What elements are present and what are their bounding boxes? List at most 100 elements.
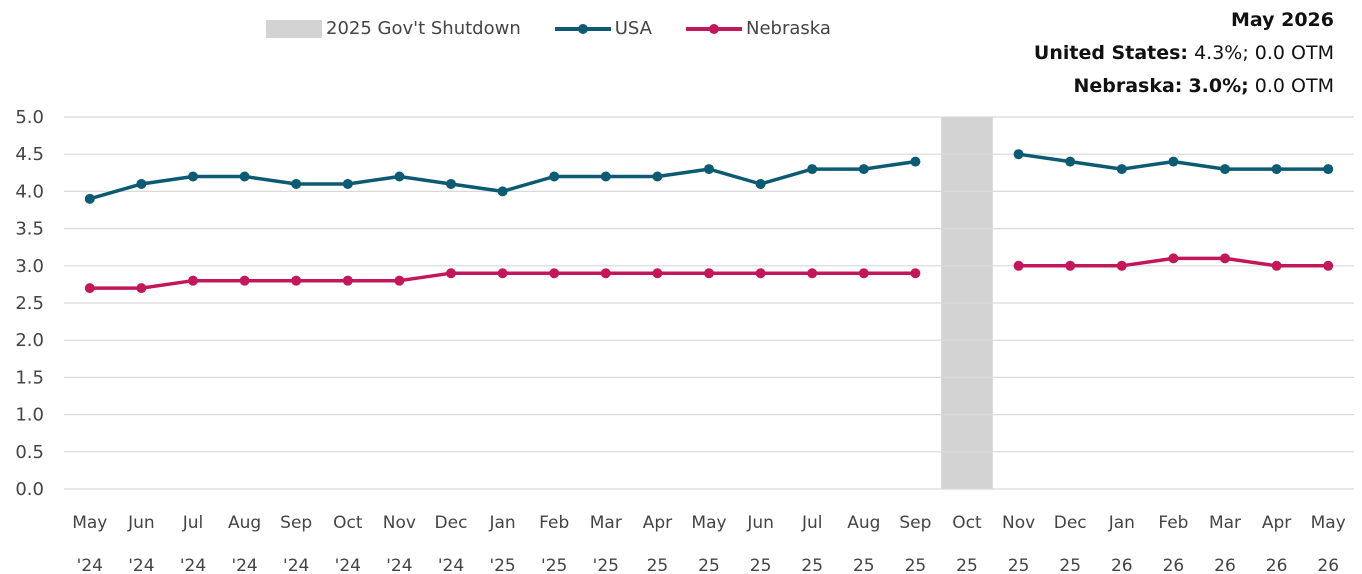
nebraska-point (1168, 253, 1179, 264)
summary-ne-value-rest: 0.0 OTM (1254, 75, 1334, 97)
nebraska-point (1116, 260, 1127, 271)
usa-point (239, 171, 250, 182)
nebraska-point (394, 275, 405, 286)
usa-point (1065, 156, 1076, 167)
x-tick-month: Feb (539, 513, 569, 533)
usa-point (910, 156, 921, 167)
nebraska-point (910, 268, 921, 279)
summary-ne-line: Nebraska: 3.0%; 0.0 OTM (1034, 70, 1334, 103)
y-tick-label: 1.5 (15, 367, 44, 388)
x-tick-year: 26 (1214, 556, 1236, 574)
x-tick-month: Mar (1209, 513, 1241, 533)
x-tick-year: '24 (231, 556, 257, 574)
usa-series-line (89, 152, 1329, 201)
nebraska-point (497, 268, 508, 279)
x-tick-year: 26 (1163, 556, 1185, 574)
legend-usa[interactable]: USA (554, 18, 652, 39)
nebraska-point (704, 268, 714, 279)
usa-point (342, 178, 353, 189)
x-tick-year: '24 (77, 556, 103, 574)
x-tick-month: Dec (1054, 513, 1087, 533)
usa-point (1116, 164, 1127, 175)
x-tick-month: May (1311, 513, 1346, 533)
x-tick-year: '24 (438, 556, 464, 574)
x-tick-year: '24 (335, 556, 361, 574)
usa-point (84, 193, 95, 204)
summary-us-value: 4.3%; 0.0 OTM (1194, 42, 1334, 64)
x-tick-year: 25 (750, 556, 772, 574)
x-tick-year: 25 (1059, 556, 1081, 574)
usa-point (136, 178, 147, 189)
nebraska-point (600, 268, 611, 279)
summary-ne-value-bold: 3.0%; (1188, 75, 1249, 97)
y-tick-label: 3.0 (15, 256, 44, 277)
x-tick-month: Jun (127, 513, 155, 533)
y-tick-label: 2.0 (15, 330, 44, 351)
legend-nebraska-label: Nebraska (746, 18, 831, 39)
x-tick-month: Oct (952, 513, 982, 533)
usa-point (188, 171, 198, 182)
x-tick-month: Aug (228, 513, 261, 533)
nebraska-point (755, 268, 766, 279)
x-tick-month: Jan (1108, 513, 1135, 533)
nebraska-point (807, 268, 818, 279)
x-tick-month: Jan (488, 513, 515, 533)
x-tick-month: Sep (899, 513, 931, 533)
nebraska-point (188, 275, 198, 286)
x-tick-month: Nov (1002, 513, 1035, 533)
nebraska-point (1013, 260, 1024, 271)
y-tick-label: 4.5 (15, 144, 44, 165)
nebraska-point (446, 268, 456, 279)
x-tick-month: Jun (746, 513, 774, 533)
x-tick-year: '24 (283, 556, 309, 574)
x-tick-year: 25 (698, 556, 720, 574)
x-tick-month: May (691, 513, 726, 533)
shutdown-swatch (266, 19, 322, 38)
x-tick-month: Mar (590, 513, 622, 533)
x-tick-year: 26 (1111, 556, 1133, 574)
x-tick-year: 25 (801, 556, 823, 574)
y-tick-label: 4.0 (15, 181, 44, 202)
legend-shutdown[interactable]: 2025 Gov't Shutdown (266, 18, 521, 39)
usa-point (1323, 164, 1334, 175)
legend-nebraska[interactable]: Nebraska (686, 18, 831, 39)
nebraska-point (1271, 260, 1282, 271)
summary-us-line: United States: 4.3%; 0.0 OTM (1034, 37, 1334, 70)
nebraska-point (1065, 260, 1076, 271)
usa-point (446, 178, 456, 189)
x-tick-month: Nov (383, 513, 416, 533)
usa-point (1013, 149, 1024, 160)
nebraska-point (291, 275, 302, 286)
x-tick-month: Feb (1158, 513, 1188, 533)
y-tick-label: 1.0 (15, 405, 44, 426)
legend-shutdown-label: 2025 Gov't Shutdown (326, 18, 521, 39)
y-tick-label: 0.5 (15, 442, 44, 463)
nebraska-point (1323, 260, 1334, 271)
x-tick-month: Sep (280, 513, 312, 533)
y-tick-label: 0.0 (15, 479, 44, 500)
usa-point (652, 171, 663, 182)
x-tick-month: Apr (643, 513, 672, 533)
x-tick-year: '24 (128, 556, 154, 574)
x-tick-month: Apr (1262, 513, 1291, 533)
nebraska-point (549, 268, 560, 279)
nebraska-line-marker-icon (686, 20, 742, 38)
x-tick-year: '25 (541, 556, 567, 574)
summary-us-label: United States: (1033, 42, 1189, 64)
nebraska-point (239, 275, 250, 286)
nebraska-point (342, 275, 353, 286)
nebraska-point (136, 283, 147, 294)
x-tick-month: Oct (333, 513, 363, 533)
usa-point (600, 171, 611, 182)
legend-usa-label: USA (614, 18, 652, 39)
x-tick-month: Jul (801, 513, 823, 533)
x-tick-year: '25 (593, 556, 619, 574)
usa-point (549, 171, 560, 182)
usa-point (394, 171, 405, 182)
nebraska-point (858, 268, 869, 279)
x-tick-year: 25 (647, 556, 669, 574)
usa-point (807, 164, 818, 175)
usa-point (497, 186, 508, 197)
summary-box: May 2026 United States: 4.3%; 0.0 OTM Ne… (1034, 4, 1334, 103)
nebraska-point (652, 268, 663, 279)
